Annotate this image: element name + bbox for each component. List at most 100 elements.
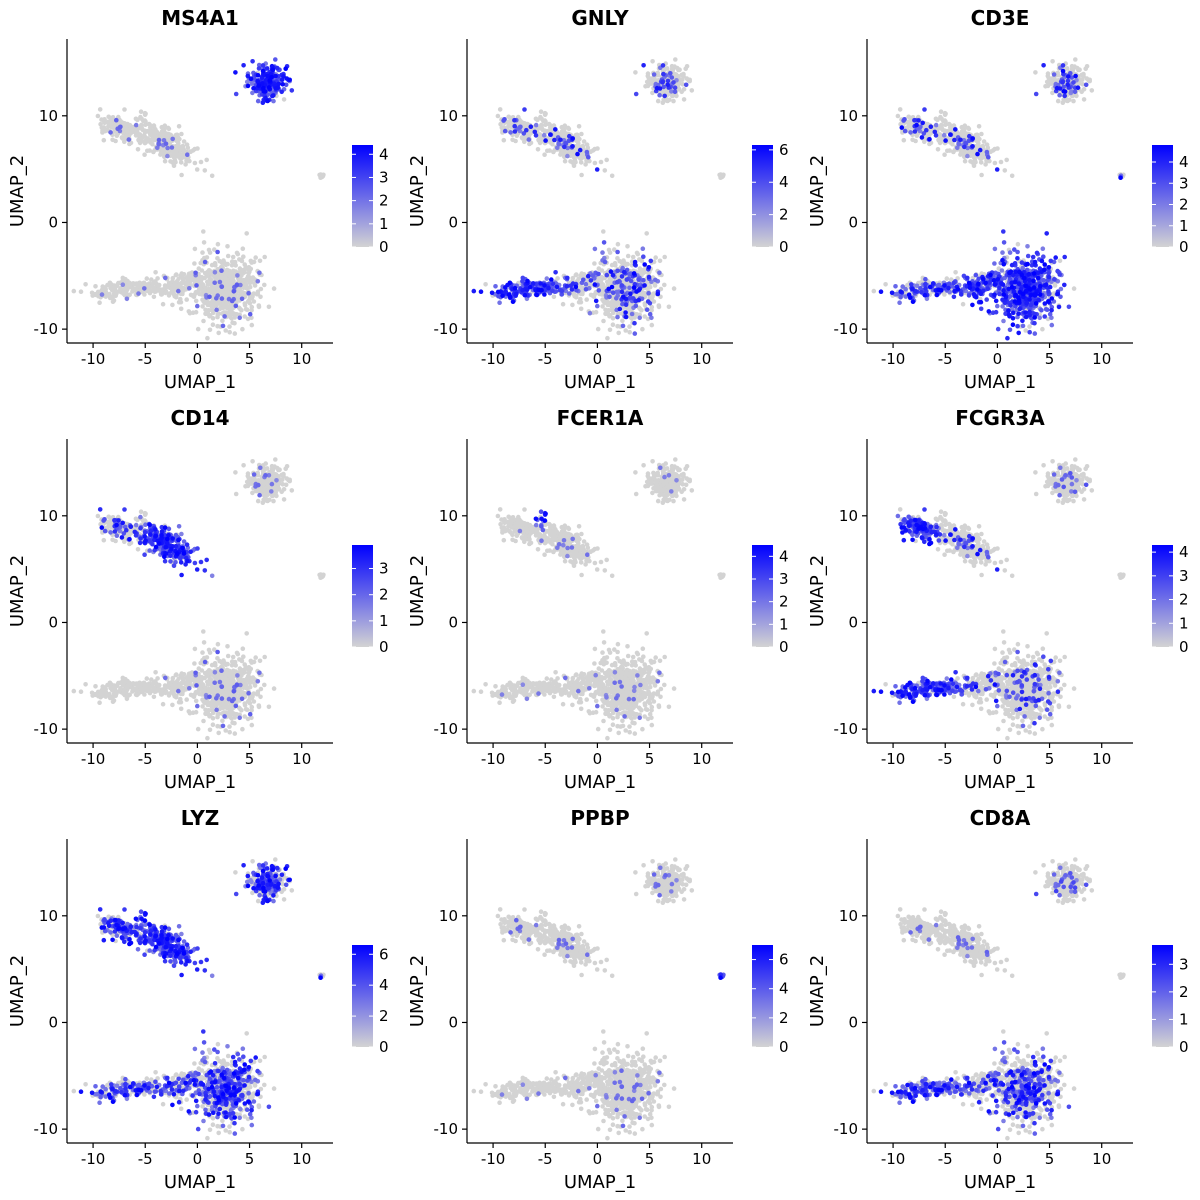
data-point [241,63,246,68]
data-point [1067,305,1072,310]
data-point [671,99,676,104]
data-point [893,284,898,289]
data-point [570,287,575,292]
panel-ms4a1: MS4A1-10 -5 0 5 10-10010UMAP_1UMAP_201234 [7,6,389,393]
data-point [127,142,132,147]
data-point [239,272,244,277]
data-point [167,282,172,287]
data-point [199,160,204,165]
data-point [584,282,589,287]
data-point [100,292,105,297]
legend-label: 2 [779,206,789,224]
data-point [939,109,944,114]
data-point [490,291,495,296]
data-point [522,107,527,112]
data-point [108,130,113,135]
data-point [261,69,266,74]
data-point [607,248,612,253]
data-point [1000,250,1005,255]
x-tick-label: -10 [81,350,106,368]
data-point [1027,330,1032,335]
data-point [615,285,620,290]
data-point [136,291,141,296]
data-point [1062,94,1067,99]
data-point [210,299,215,304]
y-tick-label: 10 [439,107,458,125]
data-point [928,285,933,290]
x-tick-label: 5 [645,350,655,368]
data-point [1025,301,1030,306]
data-point [207,295,212,300]
data-point [253,255,258,260]
data-point [993,161,998,166]
data-point [1021,324,1026,329]
data-point [1045,307,1050,312]
data-point [269,75,274,80]
data-point [682,97,687,102]
data-point [232,321,237,326]
data-point [222,314,227,319]
data-point [523,293,528,298]
data-point [581,152,586,157]
data-point [979,173,984,178]
data-point [185,281,190,286]
data-point [662,283,667,288]
data-point [265,99,270,104]
data-point [157,283,162,288]
data-point [595,167,600,172]
data-point [945,149,950,154]
data-point [953,270,958,275]
data-point [896,114,901,119]
legend-label: 2 [379,192,389,210]
data-point [223,271,228,276]
data-point [565,154,570,159]
data-point [221,324,226,329]
panel-title: GNLY [571,6,629,30]
data-point [1003,168,1008,173]
data-point [952,138,957,143]
data-point [1048,312,1053,317]
data-point [224,290,229,295]
data-point [987,280,992,285]
data-point [568,159,573,164]
legend-colorbar [352,145,373,247]
data-point [255,279,260,284]
data-point [600,304,605,309]
data-point [908,123,913,128]
legend-label: 6 [779,141,789,159]
data-point [942,152,947,157]
data-point [549,277,554,282]
data-point [579,160,584,165]
data-point [223,279,228,284]
data-point [1061,69,1066,74]
data-point [121,276,126,281]
data-point [520,121,525,126]
data-point [193,271,198,276]
data-point [902,117,907,122]
data-point [241,278,246,283]
data-point [604,158,609,163]
data-point [650,323,655,328]
data-point [623,310,628,315]
data-point [165,146,170,151]
data-point [558,138,563,143]
data-point [1010,263,1015,268]
data-point [187,286,192,291]
data-point [249,76,254,81]
data-point [1029,293,1034,298]
data-point [1015,256,1020,261]
data-point [578,148,583,153]
data-point [979,300,984,305]
data-point [175,145,180,150]
data-point [199,278,204,283]
data-point [195,167,200,172]
data-point [1046,289,1051,294]
data-point [179,271,184,276]
data-point [625,277,630,282]
data-point [1066,79,1071,84]
data-point [934,123,939,128]
data-point [902,138,907,143]
data-point [1010,285,1015,290]
data-point [662,94,667,99]
data-point [647,265,652,270]
